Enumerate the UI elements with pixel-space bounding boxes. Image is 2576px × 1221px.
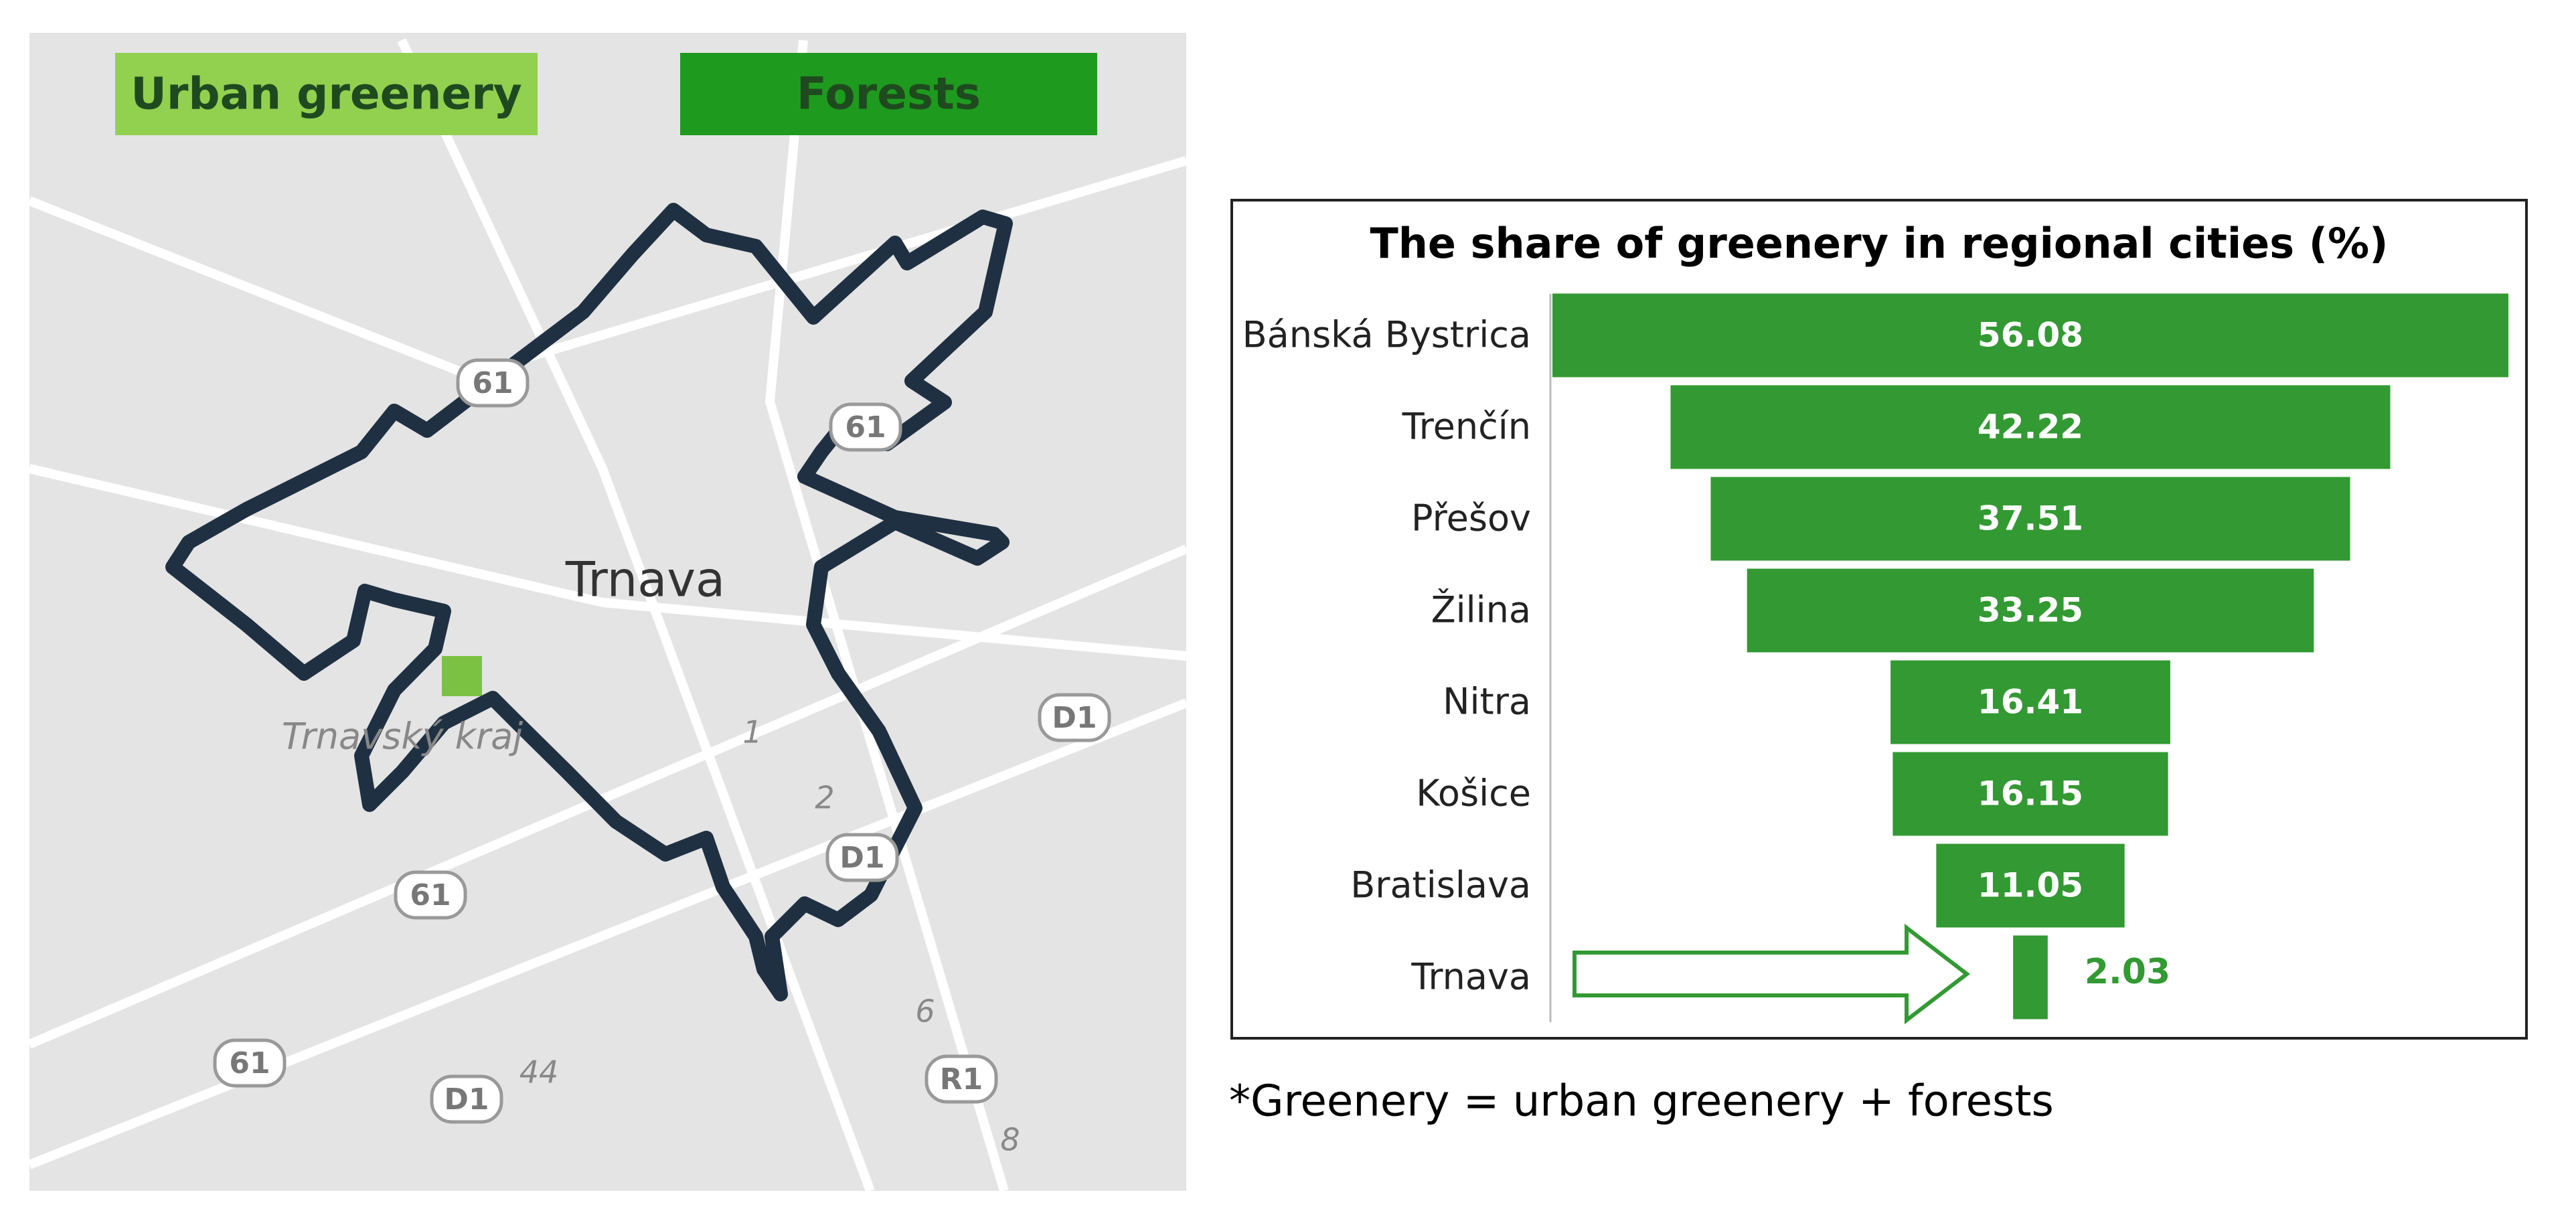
category-label: Bratislava bbox=[1350, 864, 1531, 906]
bar bbox=[1710, 477, 2350, 561]
value-label: 37.51 bbox=[1978, 499, 2083, 538]
category-label: Bánská Bystrica bbox=[1242, 314, 1531, 356]
bar bbox=[1552, 293, 2508, 378]
road bbox=[27, 698, 1188, 1169]
road-shield bbox=[394, 870, 467, 920]
category-label: Trenčín bbox=[1402, 406, 1531, 448]
bar bbox=[2013, 935, 2048, 1020]
map-background bbox=[29, 33, 1186, 1191]
value-label: 11.05 bbox=[1978, 866, 2083, 905]
city-label: Trnava bbox=[565, 552, 725, 608]
road-label: 61 bbox=[229, 1046, 270, 1080]
footnote: *Greenery = urban greenery + forests bbox=[1229, 1077, 2054, 1127]
bar bbox=[1890, 660, 2170, 744]
legend-label: Urban greenery bbox=[131, 68, 522, 120]
value-label: 42.22 bbox=[1978, 408, 2083, 446]
category-label: Košice bbox=[1416, 772, 1531, 815]
road-shield bbox=[829, 402, 902, 452]
road-shield bbox=[213, 1038, 287, 1088]
category-label: Nitra bbox=[1443, 681, 1531, 723]
road-label: 61 bbox=[410, 878, 451, 912]
category-label: Přešov bbox=[1411, 497, 1531, 540]
bar bbox=[1670, 385, 2391, 469]
road bbox=[764, 39, 1009, 1192]
road bbox=[27, 544, 1188, 1049]
category-label: Trnava bbox=[1411, 956, 1531, 998]
legend-swatch bbox=[115, 53, 538, 135]
road-label: 61 bbox=[472, 366, 513, 400]
legend-swatch bbox=[680, 53, 1097, 135]
greenery-patch bbox=[442, 656, 482, 696]
map: Urban greenery Forests Trnava Trnavský kraj… bbox=[27, 33, 1188, 1193]
road-shield bbox=[456, 358, 530, 408]
bar bbox=[1936, 843, 2125, 928]
road-label: D1 bbox=[839, 841, 884, 875]
map-number: 44 bbox=[519, 1054, 559, 1090]
map-number: 2 bbox=[815, 780, 834, 816]
city-boundary bbox=[165, 203, 1013, 1001]
value-label: 33.25 bbox=[1978, 591, 2083, 630]
road-shield bbox=[430, 1074, 503, 1124]
road-shield bbox=[924, 1054, 998, 1104]
road-label: R1 bbox=[940, 1062, 983, 1096]
value-label: 56.08 bbox=[1978, 316, 2083, 355]
bar bbox=[1747, 568, 2314, 653]
highlight-arrow bbox=[1573, 923, 1970, 1025]
value-label: 2.03 bbox=[2085, 952, 2170, 992]
road-label: D1 bbox=[1052, 701, 1097, 735]
road-shield bbox=[1038, 693, 1111, 742]
road-label: 61 bbox=[845, 410, 886, 444]
region-label: Trnavský kraj bbox=[282, 716, 523, 758]
legend-label: Forests bbox=[797, 68, 981, 120]
value-label: 16.15 bbox=[1978, 775, 2083, 813]
map-number: 6 bbox=[915, 993, 935, 1030]
chart-title: The share of greenery in regional cities… bbox=[1370, 219, 2389, 268]
bar bbox=[1893, 752, 2168, 836]
road-shield bbox=[825, 833, 899, 882]
chart: The share of greenery in regional cities… bbox=[1230, 199, 2528, 1040]
map-number: 8 bbox=[1000, 1122, 1020, 1158]
value-label: 16.41 bbox=[1978, 683, 2083, 722]
road bbox=[28, 464, 1187, 661]
road-label: D1 bbox=[444, 1082, 489, 1117]
category-label: Žilina bbox=[1431, 589, 1531, 631]
map-number: 1 bbox=[742, 714, 762, 750]
